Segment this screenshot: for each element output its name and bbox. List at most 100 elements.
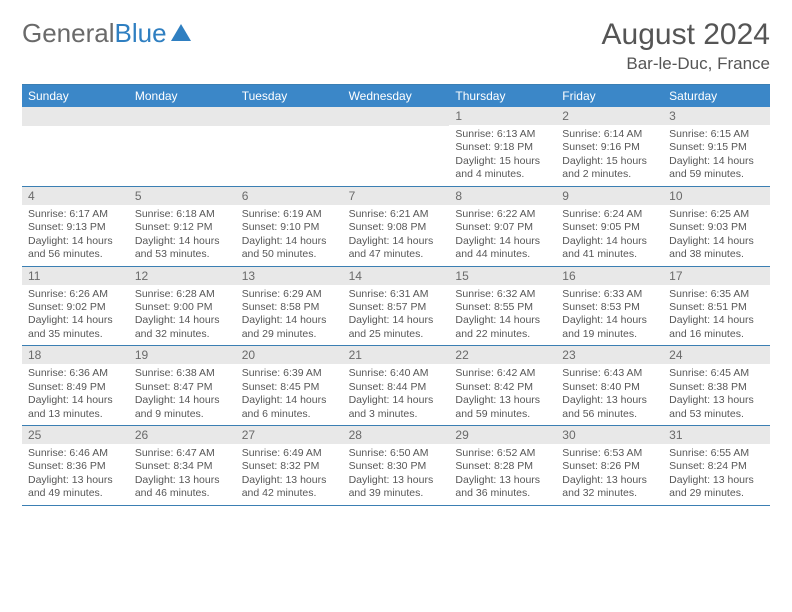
day-cell: 25Sunrise: 6:46 AMSunset: 8:36 PMDayligh… bbox=[22, 426, 129, 505]
day-details: Sunrise: 6:49 AMSunset: 8:32 PMDaylight:… bbox=[236, 444, 343, 505]
day-number: 9 bbox=[556, 187, 663, 205]
day-details: Sunrise: 6:55 AMSunset: 8:24 PMDaylight:… bbox=[663, 444, 770, 505]
empty-day-header bbox=[129, 107, 236, 126]
day-number: 18 bbox=[22, 346, 129, 364]
day-number: 23 bbox=[556, 346, 663, 364]
dow-header-row: SundayMondayTuesdayWednesdayThursdayFrid… bbox=[22, 85, 770, 107]
dow-header-cell: Friday bbox=[556, 85, 663, 107]
empty-day-header bbox=[343, 107, 450, 126]
week-row: 4Sunrise: 6:17 AMSunset: 9:13 PMDaylight… bbox=[22, 187, 770, 267]
week-row: 18Sunrise: 6:36 AMSunset: 8:49 PMDayligh… bbox=[22, 346, 770, 426]
day-number: 4 bbox=[22, 187, 129, 205]
day-details: Sunrise: 6:21 AMSunset: 9:08 PMDaylight:… bbox=[343, 205, 450, 266]
day-cell: 4Sunrise: 6:17 AMSunset: 9:13 PMDaylight… bbox=[22, 187, 129, 266]
weeks-container: 1Sunrise: 6:13 AMSunset: 9:18 PMDaylight… bbox=[22, 107, 770, 506]
day-number: 7 bbox=[343, 187, 450, 205]
day-cell: 14Sunrise: 6:31 AMSunset: 8:57 PMDayligh… bbox=[343, 267, 450, 346]
day-number: 2 bbox=[556, 107, 663, 125]
day-number: 3 bbox=[663, 107, 770, 125]
day-details: Sunrise: 6:35 AMSunset: 8:51 PMDaylight:… bbox=[663, 285, 770, 346]
day-cell: 22Sunrise: 6:42 AMSunset: 8:42 PMDayligh… bbox=[449, 346, 556, 425]
day-details: Sunrise: 6:18 AMSunset: 9:12 PMDaylight:… bbox=[129, 205, 236, 266]
day-details: Sunrise: 6:29 AMSunset: 8:58 PMDaylight:… bbox=[236, 285, 343, 346]
day-number: 15 bbox=[449, 267, 556, 285]
day-cell: 16Sunrise: 6:33 AMSunset: 8:53 PMDayligh… bbox=[556, 267, 663, 346]
day-details: Sunrise: 6:26 AMSunset: 9:02 PMDaylight:… bbox=[22, 285, 129, 346]
day-details: Sunrise: 6:50 AMSunset: 8:30 PMDaylight:… bbox=[343, 444, 450, 505]
day-cell: 15Sunrise: 6:32 AMSunset: 8:55 PMDayligh… bbox=[449, 267, 556, 346]
day-details: Sunrise: 6:25 AMSunset: 9:03 PMDaylight:… bbox=[663, 205, 770, 266]
day-cell: 29Sunrise: 6:52 AMSunset: 8:28 PMDayligh… bbox=[449, 426, 556, 505]
sail-icon bbox=[167, 18, 193, 49]
day-cell: 24Sunrise: 6:45 AMSunset: 8:38 PMDayligh… bbox=[663, 346, 770, 425]
day-cell: 13Sunrise: 6:29 AMSunset: 8:58 PMDayligh… bbox=[236, 267, 343, 346]
day-details: Sunrise: 6:19 AMSunset: 9:10 PMDaylight:… bbox=[236, 205, 343, 266]
day-number: 5 bbox=[129, 187, 236, 205]
day-number: 31 bbox=[663, 426, 770, 444]
day-number: 12 bbox=[129, 267, 236, 285]
day-cell bbox=[129, 107, 236, 186]
day-details: Sunrise: 6:40 AMSunset: 8:44 PMDaylight:… bbox=[343, 364, 450, 425]
day-cell: 1Sunrise: 6:13 AMSunset: 9:18 PMDaylight… bbox=[449, 107, 556, 186]
location: Bar-le-Duc, France bbox=[602, 54, 770, 74]
day-cell: 7Sunrise: 6:21 AMSunset: 9:08 PMDaylight… bbox=[343, 187, 450, 266]
day-cell: 20Sunrise: 6:39 AMSunset: 8:45 PMDayligh… bbox=[236, 346, 343, 425]
day-details: Sunrise: 6:38 AMSunset: 8:47 PMDaylight:… bbox=[129, 364, 236, 425]
week-row: 1Sunrise: 6:13 AMSunset: 9:18 PMDaylight… bbox=[22, 107, 770, 187]
day-cell: 3Sunrise: 6:15 AMSunset: 9:15 PMDaylight… bbox=[663, 107, 770, 186]
day-cell: 5Sunrise: 6:18 AMSunset: 9:12 PMDaylight… bbox=[129, 187, 236, 266]
calendar-page: GeneralBlue August 2024 Bar-le-Duc, Fran… bbox=[0, 0, 792, 516]
day-details: Sunrise: 6:53 AMSunset: 8:26 PMDaylight:… bbox=[556, 444, 663, 505]
title-block: August 2024 Bar-le-Duc, France bbox=[602, 18, 770, 74]
day-details: Sunrise: 6:22 AMSunset: 9:07 PMDaylight:… bbox=[449, 205, 556, 266]
day-number: 20 bbox=[236, 346, 343, 364]
day-cell: 12Sunrise: 6:28 AMSunset: 9:00 PMDayligh… bbox=[129, 267, 236, 346]
day-cell: 17Sunrise: 6:35 AMSunset: 8:51 PMDayligh… bbox=[663, 267, 770, 346]
day-cell: 19Sunrise: 6:38 AMSunset: 8:47 PMDayligh… bbox=[129, 346, 236, 425]
day-cell bbox=[343, 107, 450, 186]
day-number: 10 bbox=[663, 187, 770, 205]
day-details: Sunrise: 6:46 AMSunset: 8:36 PMDaylight:… bbox=[22, 444, 129, 505]
day-number: 11 bbox=[22, 267, 129, 285]
day-number: 6 bbox=[236, 187, 343, 205]
day-details: Sunrise: 6:14 AMSunset: 9:16 PMDaylight:… bbox=[556, 125, 663, 186]
day-details: Sunrise: 6:52 AMSunset: 8:28 PMDaylight:… bbox=[449, 444, 556, 505]
day-cell: 9Sunrise: 6:24 AMSunset: 9:05 PMDaylight… bbox=[556, 187, 663, 266]
day-number: 19 bbox=[129, 346, 236, 364]
day-details: Sunrise: 6:36 AMSunset: 8:49 PMDaylight:… bbox=[22, 364, 129, 425]
day-number: 30 bbox=[556, 426, 663, 444]
day-cell: 26Sunrise: 6:47 AMSunset: 8:34 PMDayligh… bbox=[129, 426, 236, 505]
day-cell: 31Sunrise: 6:55 AMSunset: 8:24 PMDayligh… bbox=[663, 426, 770, 505]
day-number: 13 bbox=[236, 267, 343, 285]
day-cell bbox=[236, 107, 343, 186]
day-number: 8 bbox=[449, 187, 556, 205]
day-details: Sunrise: 6:13 AMSunset: 9:18 PMDaylight:… bbox=[449, 125, 556, 186]
day-details: Sunrise: 6:39 AMSunset: 8:45 PMDaylight:… bbox=[236, 364, 343, 425]
day-number: 1 bbox=[449, 107, 556, 125]
day-cell: 23Sunrise: 6:43 AMSunset: 8:40 PMDayligh… bbox=[556, 346, 663, 425]
day-details: Sunrise: 6:42 AMSunset: 8:42 PMDaylight:… bbox=[449, 364, 556, 425]
day-number: 26 bbox=[129, 426, 236, 444]
day-details: Sunrise: 6:33 AMSunset: 8:53 PMDaylight:… bbox=[556, 285, 663, 346]
day-cell: 8Sunrise: 6:22 AMSunset: 9:07 PMDaylight… bbox=[449, 187, 556, 266]
dow-header-cell: Thursday bbox=[449, 85, 556, 107]
day-details: Sunrise: 6:31 AMSunset: 8:57 PMDaylight:… bbox=[343, 285, 450, 346]
day-cell: 21Sunrise: 6:40 AMSunset: 8:44 PMDayligh… bbox=[343, 346, 450, 425]
dow-header-cell: Wednesday bbox=[343, 85, 450, 107]
day-number: 29 bbox=[449, 426, 556, 444]
day-details: Sunrise: 6:17 AMSunset: 9:13 PMDaylight:… bbox=[22, 205, 129, 266]
day-cell: 28Sunrise: 6:50 AMSunset: 8:30 PMDayligh… bbox=[343, 426, 450, 505]
day-details: Sunrise: 6:47 AMSunset: 8:34 PMDaylight:… bbox=[129, 444, 236, 505]
day-cell: 11Sunrise: 6:26 AMSunset: 9:02 PMDayligh… bbox=[22, 267, 129, 346]
dow-header-cell: Monday bbox=[129, 85, 236, 107]
day-cell: 18Sunrise: 6:36 AMSunset: 8:49 PMDayligh… bbox=[22, 346, 129, 425]
empty-day-header bbox=[236, 107, 343, 126]
week-row: 25Sunrise: 6:46 AMSunset: 8:36 PMDayligh… bbox=[22, 426, 770, 506]
day-number: 14 bbox=[343, 267, 450, 285]
day-number: 24 bbox=[663, 346, 770, 364]
day-number: 17 bbox=[663, 267, 770, 285]
brand-part2: Blue bbox=[115, 18, 167, 49]
brand-part1: General bbox=[22, 18, 115, 49]
day-details: Sunrise: 6:24 AMSunset: 9:05 PMDaylight:… bbox=[556, 205, 663, 266]
day-number: 22 bbox=[449, 346, 556, 364]
